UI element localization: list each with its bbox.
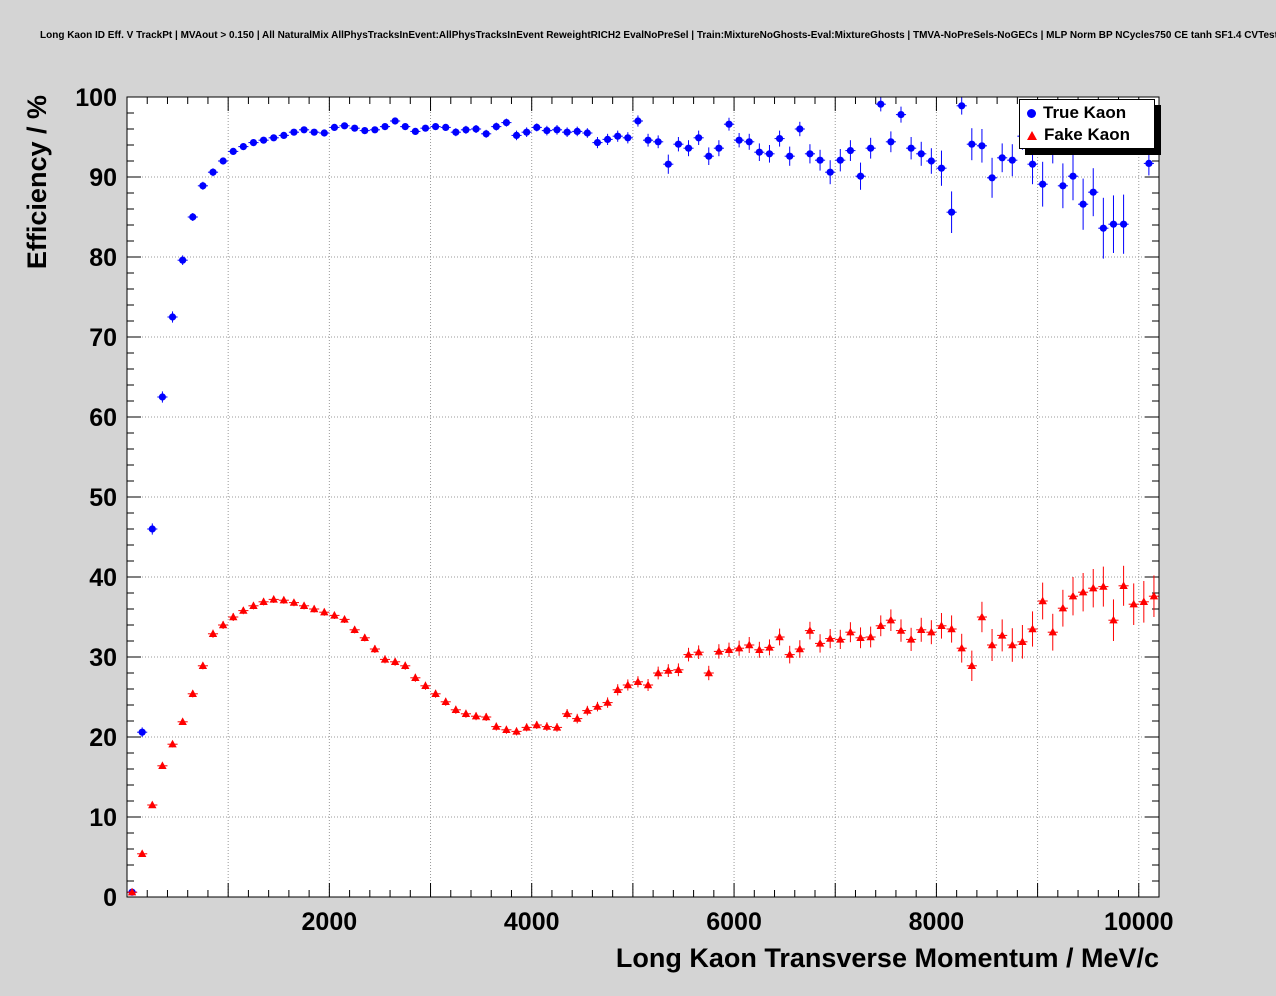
svg-text:40: 40 [89, 564, 117, 592]
svg-text:30: 30 [89, 644, 117, 672]
legend-entry-true-kaon: True Kaon [1020, 103, 1154, 123]
y-axis-title: Efficiency / % [22, 95, 52, 270]
svg-text:100: 100 [75, 84, 117, 112]
svg-text:6000: 6000 [706, 908, 762, 936]
svg-text:50: 50 [89, 484, 117, 512]
svg-text:10: 10 [89, 804, 117, 832]
svg-text:10000: 10000 [1104, 908, 1174, 936]
svg-text:0: 0 [103, 884, 117, 912]
true-kaon-marker-icon [1027, 108, 1036, 118]
svg-text:60: 60 [89, 404, 117, 432]
svg-text:90: 90 [89, 164, 117, 192]
legend-entry-fake-kaon: Fake Kaon [1020, 125, 1154, 145]
svg-text:80: 80 [89, 244, 117, 272]
svg-text:70: 70 [89, 324, 117, 352]
fake-kaon-marker-icon [1027, 130, 1037, 140]
x-axis-title: Long Kaon Transverse Momentum / MeV/c [615, 943, 1159, 973]
svg-text:20: 20 [89, 724, 117, 752]
legend-label-fake-kaon: Fake Kaon [1044, 125, 1130, 144]
legend-box: True Kaon Fake Kaon [1019, 99, 1155, 149]
legend: True Kaon Fake Kaon [1019, 99, 1161, 155]
svg-text:2000: 2000 [302, 908, 358, 936]
legend-label-true-kaon: True Kaon [1043, 103, 1127, 122]
plot-title: Long Kaon ID Eff. V TrackPt | MVAout > 0… [40, 30, 1276, 41]
svg-text:4000: 4000 [504, 908, 560, 936]
svg-text:8000: 8000 [909, 908, 965, 936]
